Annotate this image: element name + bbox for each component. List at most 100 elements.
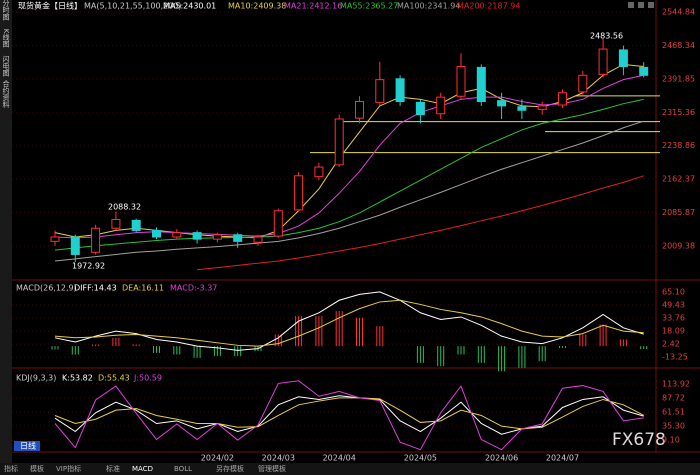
candle-body	[314, 166, 324, 178]
sidebar-tab[interactable]: 闪电图	[2, 55, 10, 78]
candle-body	[456, 66, 466, 97]
legend-entry: J:50.59	[133, 374, 162, 383]
candle-body	[415, 101, 425, 116]
candle-body	[598, 48, 608, 75]
candle-body	[497, 100, 507, 107]
bottom-tab[interactable]: BOLL	[174, 465, 192, 473]
y-tick-label: 49.43	[662, 300, 685, 309]
candle-body	[578, 74, 588, 93]
bottom-tab[interactable]: 另存模板	[216, 464, 244, 473]
y-tick-label: 2315.36	[662, 108, 695, 117]
title: 现货黄金【日线】	[18, 1, 82, 11]
legend-entry: D:55.43	[98, 374, 130, 383]
line	[54, 98, 644, 251]
bottom-tab[interactable]: 管理模板	[258, 464, 286, 473]
x-tick-label: 2024/07	[546, 454, 579, 463]
y-tick-label: 2085.87	[662, 208, 695, 217]
sidebar-bg	[0, 0, 12, 475]
line	[54, 74, 644, 239]
x-tick-label: 2024/03	[262, 454, 295, 463]
price-annotation: 2483.56	[590, 32, 623, 41]
y-tick-label: 61.51	[662, 408, 685, 417]
bottom-tab[interactable]: 模板	[30, 464, 44, 473]
candle-body	[294, 175, 304, 211]
bottom-tab[interactable]: VIP指标	[56, 464, 81, 473]
y-tick-label: 2009.38	[662, 241, 695, 250]
line	[54, 120, 644, 262]
panel-title: KDJ(9,3,3)	[16, 374, 56, 383]
bottom-bar	[0, 463, 700, 475]
legend-entry: K:53.82	[62, 374, 93, 383]
period-badge: 日线	[20, 441, 36, 451]
bottom-tab[interactable]: 标准	[106, 464, 120, 473]
x-tick-label: 2024/02	[201, 454, 234, 463]
legend-entry: DEA:16.11	[122, 284, 164, 293]
candle-body	[111, 218, 121, 229]
x-tick-label: 2024/04	[323, 454, 356, 463]
legend-entry: MA10:2409.38	[228, 2, 286, 11]
candle-body	[639, 66, 649, 76]
sidebar-tab[interactable]: 分时图	[2, 0, 10, 22]
candle-body	[273, 210, 283, 237]
candle-body	[375, 79, 385, 103]
price-annotation: 2088.32	[108, 203, 141, 212]
sidebar-tab[interactable]: 合约资料	[2, 79, 10, 109]
line	[54, 397, 644, 430]
y-tick-label: 113.92	[662, 380, 690, 389]
y-tick-label: 2.42	[662, 340, 680, 349]
legend-entry: MA100:2341.94	[397, 2, 460, 11]
sidebar-tab[interactable]: K线图	[2, 29, 10, 49]
y-tick-label: 9.10	[662, 436, 680, 445]
candle-body	[355, 101, 364, 119]
x-tick-label: 2024/05	[404, 454, 437, 463]
candle-body	[436, 96, 446, 115]
y-tick-label: 33.76	[662, 313, 685, 322]
legend-entry: MACD:-3.37	[170, 284, 217, 293]
candle-body	[70, 236, 80, 255]
x-tick-label: 2024/06	[485, 454, 518, 463]
candle-body	[212, 234, 222, 240]
y-tick-label: 2238.86	[662, 141, 695, 150]
line	[197, 175, 644, 271]
candle-body	[334, 118, 344, 166]
candle-body	[192, 232, 202, 240]
candle-body	[517, 106, 527, 111]
y-tick-label: 2468.34	[662, 41, 695, 50]
y-tick-label: 2544.84	[662, 7, 695, 16]
line	[54, 291, 644, 351]
line	[54, 299, 644, 347]
y-tick-label: 2391.85	[662, 74, 695, 83]
candle-body	[558, 92, 567, 106]
period-badge-bg	[14, 441, 40, 451]
bottom-tab[interactable]: MACD	[132, 465, 153, 473]
legend-entry: MA200:2187.94	[457, 2, 520, 11]
y-tick-label: 35.30	[662, 422, 685, 431]
icon[interactable]	[628, 2, 634, 8]
icon[interactable]	[648, 2, 654, 8]
candle-body	[233, 234, 243, 242]
legend-entry: DIFF:14.43	[74, 284, 117, 293]
candle-body	[537, 105, 547, 110]
candle-body	[253, 236, 263, 243]
icon[interactable]	[638, 2, 644, 8]
panel-title: MACD(26,12,9)	[16, 284, 77, 293]
y-tick-label: 18.09	[662, 327, 685, 336]
candle-body	[476, 66, 486, 103]
candle-body	[172, 232, 182, 238]
candle-body	[50, 236, 60, 242]
bottom-tab[interactable]: 指标	[4, 464, 18, 473]
candle-body	[618, 49, 628, 68]
line	[54, 380, 644, 451]
ma5-legend: MA5:2430.01	[163, 2, 216, 11]
y-tick-label: 2162.37	[662, 175, 695, 184]
candle-body	[152, 229, 161, 238]
legend-entry: MA21:2412.16	[284, 2, 342, 11]
price-annotation: 1972.92	[72, 262, 105, 271]
watermark: FX678	[612, 430, 666, 450]
y-tick-label: 65.10	[662, 287, 685, 296]
y-tick-label: 87.72	[662, 394, 685, 403]
line	[54, 395, 644, 435]
candle-body	[395, 78, 405, 103]
